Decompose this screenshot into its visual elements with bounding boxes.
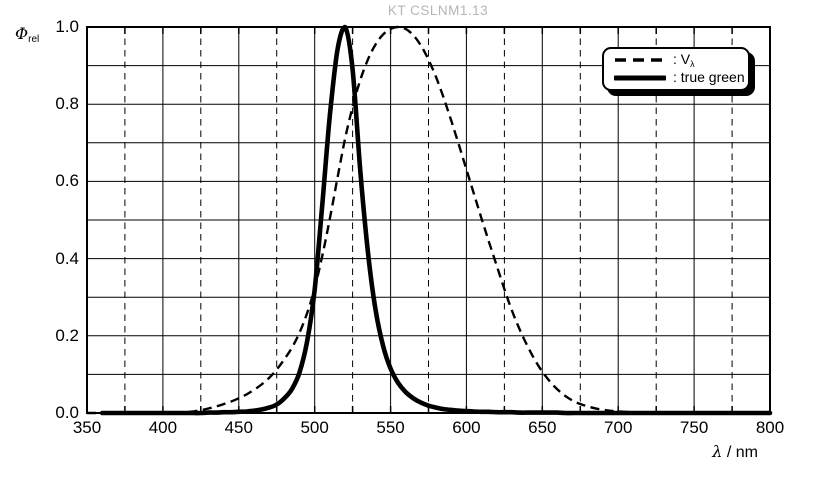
- x-axis-label: λ / nm: [712, 442, 758, 462]
- plot-frame: [86, 26, 771, 414]
- x-tick-label: 700: [604, 418, 633, 437]
- x-tick-label: 750: [679, 418, 709, 437]
- x-tick-label: 350: [72, 418, 102, 437]
- legend-label-v-lambda: : Vλ: [673, 51, 695, 69]
- legend-entry-v-lambda: : Vλ: [614, 51, 748, 69]
- x-tick-label: 400: [148, 418, 178, 437]
- chart-title: KT CSLNM1.13: [387, 3, 489, 18]
- x-tick-label: 650: [528, 418, 557, 437]
- x-tick-label: 500: [300, 418, 329, 437]
- y-tick-label: 1.0: [55, 17, 79, 36]
- solid-line-sample: [614, 75, 666, 81]
- true-green-curve: [99, 24, 773, 416]
- x-axis-label-suffix: / nm: [722, 444, 758, 461]
- x-tick-label: 600: [452, 418, 481, 437]
- legend: : Vλ : true green: [602, 47, 750, 91]
- phi-symbol: Φ: [15, 24, 29, 43]
- y-tick-label: 0.4: [55, 248, 79, 268]
- y-tick-label: 0.0: [55, 403, 79, 422]
- dashed-line-sample: [615, 58, 665, 62]
- x-tick-label: 800: [755, 418, 785, 437]
- y-tick-label: 0.8: [55, 94, 79, 114]
- legend-entry-true-green: : true green: [614, 69, 748, 87]
- x-tick-label: 550: [376, 418, 405, 437]
- y-tick-label: 0.2: [55, 325, 79, 345]
- legend-label-true-green: : true green: [673, 69, 745, 85]
- y-tick-label: 0.6: [55, 171, 79, 191]
- lambda-symbol: λ: [712, 442, 723, 461]
- y-axis-label: Φrel: [15, 24, 39, 45]
- y-axis-label-subscript: rel: [28, 34, 40, 45]
- x-tick-label: 450: [224, 418, 253, 437]
